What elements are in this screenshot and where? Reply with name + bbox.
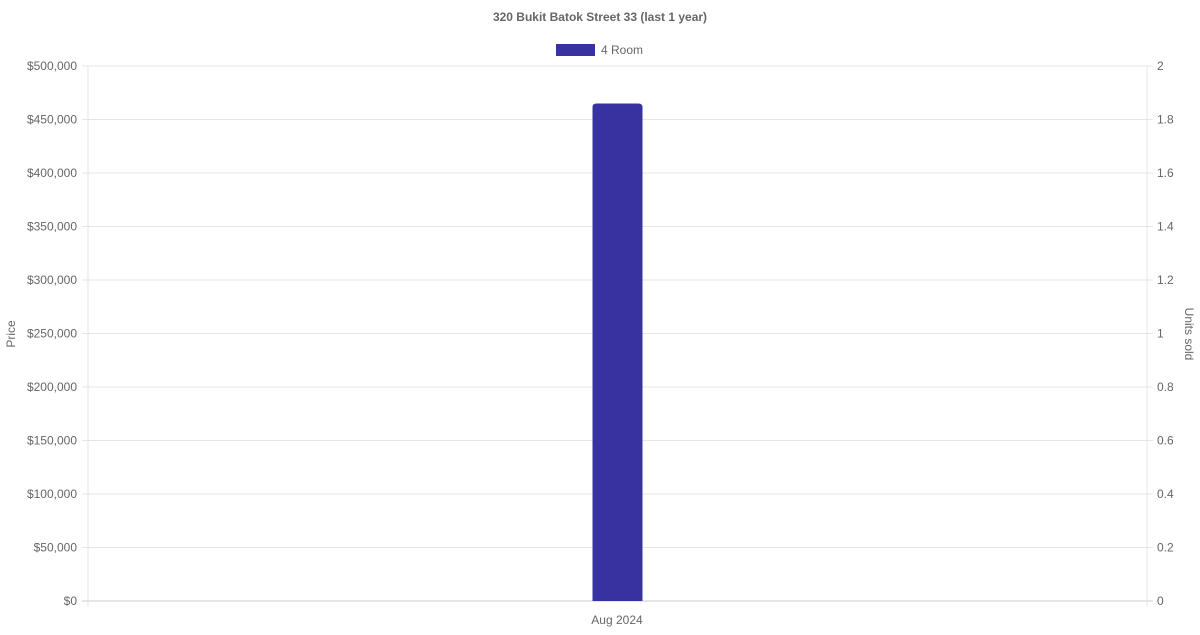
y-tick-label-left: $100,000 [27,487,77,501]
y-tick-label-right: 1.2 [1157,273,1174,287]
y-tick-label-right: 1.6 [1157,166,1174,180]
y-tick-label-left: $150,000 [27,434,77,448]
y-tick-label-left: $50,000 [34,541,78,555]
x-tick-label: Aug 2024 [591,613,643,627]
y-axis-label-right: Units sold [1182,308,1196,361]
legend-label: 4 Room [601,43,643,57]
y-tick-label-right: 1.8 [1157,113,1174,127]
y-tick-label-left: $450,000 [27,113,77,127]
y-tick-label-right: 1.4 [1157,220,1174,234]
y-axis-label-left: Price [4,320,18,348]
y-tick-label-right: 0.6 [1157,434,1174,448]
y-tick-label-left: $200,000 [27,380,77,394]
y-tick-label-right: 0.8 [1157,380,1174,394]
y-tick-label-left: $0 [64,594,78,608]
y-tick-label-left: $250,000 [27,327,77,341]
y-tick-label-right: 0.4 [1157,487,1174,501]
legend-swatch [556,44,595,56]
y-tick-label-right: 1 [1157,327,1164,341]
y-tick-label-left: $400,000 [27,166,77,180]
y-tick-label-right: 2 [1157,59,1164,73]
chart-title: 320 Bukit Batok Street 33 (last 1 year) [493,10,707,24]
y-tick-label-left: $500,000 [27,59,77,73]
y-tick-label-left: $300,000 [27,273,77,287]
bar[interactable] [592,103,643,601]
y-tick-label-left: $350,000 [27,220,77,234]
y-tick-label-right: 0.2 [1157,541,1174,555]
y-tick-label-right: 0 [1157,594,1164,608]
legend[interactable]: 4 Room [556,43,643,57]
